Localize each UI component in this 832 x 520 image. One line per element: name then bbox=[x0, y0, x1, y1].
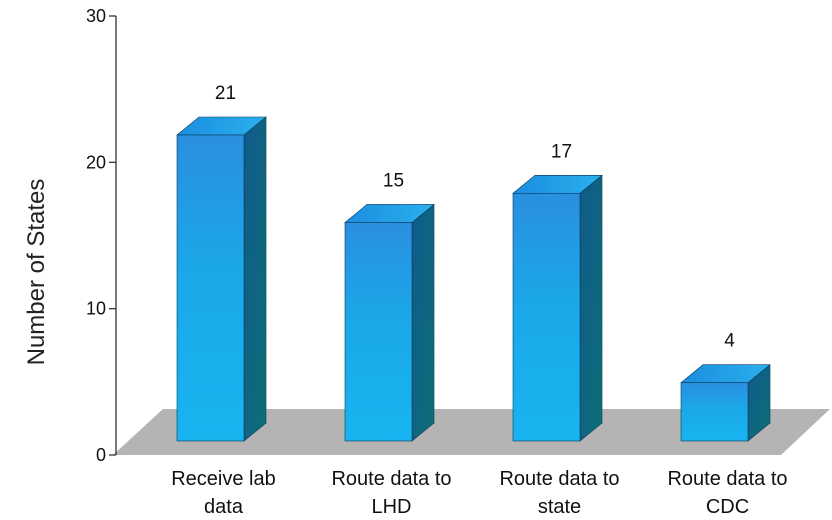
bars bbox=[176, 116, 771, 442]
bar-1 bbox=[176, 116, 267, 442]
y-tick-label: 20 bbox=[86, 152, 106, 172]
category-label: CDC bbox=[706, 496, 749, 518]
data-label: 15 bbox=[383, 170, 404, 191]
category-label: Receive lab bbox=[171, 468, 276, 490]
category-label: Route data to bbox=[499, 468, 619, 490]
bar-3 bbox=[512, 174, 603, 442]
labels: 21 Receive lab data 15 Route data to LHD 17 Rou… bbox=[171, 83, 787, 518]
category-label: Route data to bbox=[331, 468, 451, 490]
y-axis: 0 10 20 30 bbox=[86, 6, 117, 465]
data-label: 17 bbox=[551, 141, 572, 162]
category-label: data bbox=[204, 496, 244, 518]
bar-4 bbox=[680, 364, 771, 442]
category-label: LHD bbox=[371, 496, 411, 518]
bar-2 bbox=[344, 203, 435, 442]
chart-floor bbox=[113, 409, 830, 455]
bar-side bbox=[579, 174, 603, 442]
data-label: 21 bbox=[215, 83, 236, 104]
bar-front bbox=[176, 134, 245, 442]
bar-front bbox=[680, 382, 749, 442]
bar-front bbox=[512, 192, 581, 442]
y-tick-label: 10 bbox=[86, 299, 106, 319]
data-label: 4 bbox=[724, 331, 735, 352]
bar-side bbox=[411, 203, 435, 442]
y-axis-title: Number of States bbox=[23, 179, 50, 366]
bar-front bbox=[344, 222, 413, 442]
bar-side bbox=[243, 116, 267, 442]
category-label: state bbox=[538, 496, 581, 518]
y-tick-label: 0 bbox=[96, 445, 106, 465]
y-tick-label: 30 bbox=[86, 6, 106, 26]
category-label: Route data to bbox=[667, 468, 787, 490]
floor-plane bbox=[113, 409, 830, 455]
